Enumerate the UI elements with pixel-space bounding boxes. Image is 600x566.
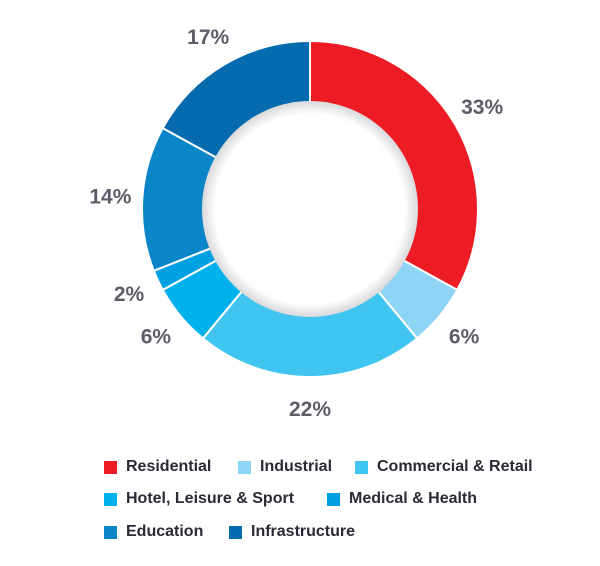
legend-label: Infrastructure [251, 523, 356, 540]
donut-chart: 33% 6% 22% 6% 2% 14% 17% [89, 26, 503, 421]
data-label: 17% [187, 26, 229, 49]
legend-item: Education [104, 523, 203, 541]
legend-label: Education [126, 523, 204, 540]
data-label: 14% [89, 185, 131, 208]
legend-swatch [229, 525, 242, 539]
legend-label: Hotel, Leisure & Sport [126, 490, 295, 507]
legend-label: Industrial [260, 458, 333, 475]
data-label: 22% [289, 398, 331, 421]
data-label: 33% [461, 96, 503, 119]
legend-item: Hotel, Leisure & Sport [104, 490, 294, 508]
legend-swatch [104, 492, 117, 506]
legend-swatch [104, 460, 117, 474]
legend-label: Residential [126, 458, 212, 475]
legend-item: Industrial [238, 458, 332, 476]
legend-swatch [238, 460, 251, 474]
data-label: 6% [449, 325, 480, 348]
data-label: 2% [114, 283, 145, 306]
legend-swatch [355, 460, 368, 474]
legend-label: Medical & Health [349, 490, 478, 507]
donut-hole [202, 101, 418, 317]
legend-label: Commercial & Retail [377, 458, 533, 475]
legend-swatch [104, 525, 117, 539]
data-label: 6% [141, 325, 172, 348]
legend-item: Medical & Health [327, 490, 477, 508]
legend-item: Infrastructure [229, 523, 355, 541]
legend-item: Commercial & Retail [355, 458, 533, 476]
legend-swatch [327, 492, 340, 506]
legend-item: Residential [104, 458, 211, 476]
